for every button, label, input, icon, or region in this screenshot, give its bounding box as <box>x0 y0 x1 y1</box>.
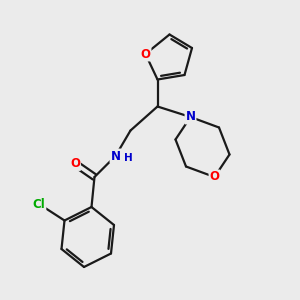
Text: O: O <box>70 157 80 170</box>
Text: N: N <box>185 110 196 124</box>
Text: O: O <box>140 47 151 61</box>
Text: O: O <box>209 170 220 184</box>
Text: H: H <box>124 153 133 164</box>
Text: Cl: Cl <box>33 197 45 211</box>
Text: N: N <box>110 149 121 163</box>
